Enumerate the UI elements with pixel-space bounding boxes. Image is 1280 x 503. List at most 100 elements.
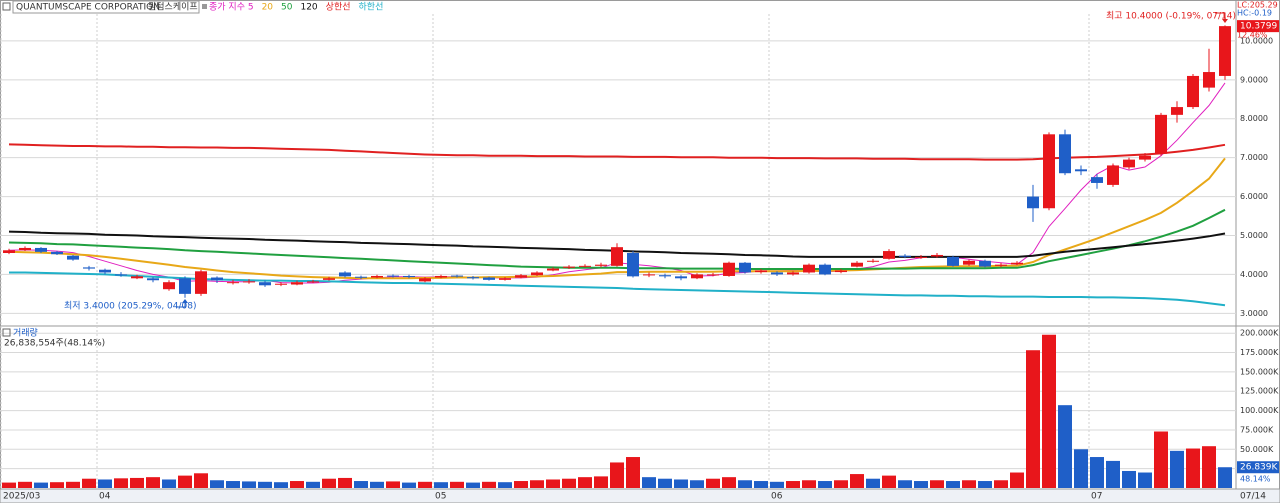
legend-entry: 20	[262, 3, 274, 13]
volume-subtitle: 26,838,554주(48.14%)	[4, 338, 105, 349]
candle-body	[3, 250, 15, 254]
y-tick-label: 6.0000	[1240, 192, 1268, 201]
volume-bar	[1202, 446, 1216, 488]
volume-bar	[610, 462, 624, 488]
candle-body	[467, 277, 479, 279]
candle-body	[771, 272, 783, 275]
candle-body	[787, 272, 799, 275]
indicator-line	[8, 157, 1226, 280]
volume-bar	[306, 481, 320, 488]
volume-bar	[242, 481, 256, 488]
candle-body	[99, 269, 111, 273]
volume-bar	[978, 481, 992, 488]
volume-bar	[322, 478, 336, 488]
volume-bar	[402, 482, 416, 488]
candle-body	[499, 278, 511, 280]
volume-bar	[1154, 431, 1168, 488]
name-box	[12, 0, 200, 14]
candle-body	[163, 282, 175, 290]
candle-body	[883, 251, 895, 259]
volume-bar	[578, 477, 592, 488]
candle-body	[1011, 262, 1023, 265]
candle-body	[579, 265, 591, 267]
candle-body	[691, 274, 703, 279]
candle-body	[275, 283, 287, 285]
last-price-label: 10.3799	[1240, 22, 1277, 32]
volume-bar	[1138, 472, 1152, 488]
volume-bar	[386, 481, 400, 488]
candle-body	[963, 260, 975, 265]
volume-bar	[866, 478, 880, 488]
legend-entry: 하한선	[359, 2, 384, 13]
volume-bar	[994, 480, 1008, 488]
candle-body	[803, 264, 815, 273]
candle-body	[867, 260, 879, 262]
volume-bar	[850, 474, 864, 488]
low-annotation: 최저 3.4000 (205.29%, 04/08)	[64, 301, 197, 312]
low-arrowhead	[182, 299, 188, 303]
x-tick-label: 04	[99, 492, 111, 502]
candle-body	[35, 247, 47, 252]
candle-body	[19, 247, 31, 251]
volume-bar	[626, 457, 640, 488]
stock-name: QUANTUMSCAPE CORPORATION	[16, 3, 160, 13]
volume-bar	[834, 480, 848, 488]
candle-body	[1187, 75, 1199, 108]
volume-bar	[818, 481, 832, 488]
candle-body	[531, 272, 543, 276]
volume-bar	[434, 482, 448, 488]
candle-body	[595, 264, 607, 266]
volume-bar	[546, 479, 560, 488]
candle-body	[195, 271, 207, 294]
volume-bar	[18, 481, 32, 488]
y-tick-label: 10.0000	[1240, 36, 1273, 45]
candle-body	[755, 270, 767, 273]
menu-icon[interactable]	[2, 2, 11, 11]
volume-bar	[722, 477, 736, 488]
volume-bar	[1074, 449, 1088, 488]
volume-bar	[802, 480, 816, 488]
volume-bar	[210, 480, 224, 488]
volume-bar	[930, 480, 944, 488]
candle-body	[915, 256, 927, 258]
volume-bar	[898, 480, 912, 488]
volume-bar	[658, 478, 672, 488]
volume-bar	[946, 481, 960, 488]
volume-bar	[50, 482, 64, 488]
candle-body	[547, 268, 559, 271]
candle-body	[371, 275, 383, 278]
candle-body	[643, 274, 655, 276]
volume-bar	[1186, 448, 1200, 488]
candle-body	[563, 266, 575, 268]
volume-bar	[66, 481, 80, 488]
volume-bar	[1042, 334, 1056, 488]
volume-bar	[754, 481, 768, 488]
candle-body	[1027, 196, 1039, 209]
candle-body	[307, 281, 319, 283]
candle-body	[1171, 107, 1183, 115]
volume-bar	[450, 481, 464, 488]
y-tick-label: 200.000K	[1240, 329, 1279, 338]
lc-label: LC:205.29	[1237, 1, 1278, 10]
volume-bar	[178, 475, 192, 488]
candle-body	[611, 247, 623, 266]
candle-body	[1075, 169, 1087, 172]
candle-body	[515, 275, 527, 278]
candle-body	[51, 251, 63, 255]
candle-body	[339, 272, 351, 277]
candle-body	[659, 275, 671, 277]
candle-body	[67, 255, 79, 260]
candle-body	[1043, 134, 1055, 209]
candle-body	[947, 256, 959, 266]
x-tick-label: 06	[771, 492, 783, 502]
menu-icon[interactable]	[2, 328, 11, 337]
volume-bar	[354, 481, 368, 488]
marks-layer	[2, 25, 1232, 488]
volume-bar	[1010, 472, 1024, 488]
legend-entry: 50	[281, 3, 293, 13]
volume-bar	[738, 480, 752, 488]
volume-bar	[2, 482, 16, 488]
volume-bar	[690, 480, 704, 488]
candle-body	[147, 278, 159, 281]
